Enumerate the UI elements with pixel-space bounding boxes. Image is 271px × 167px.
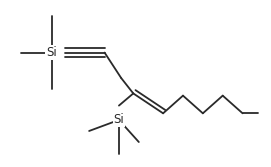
Text: Si: Si: [46, 46, 57, 59]
Text: Si: Si: [114, 113, 124, 126]
